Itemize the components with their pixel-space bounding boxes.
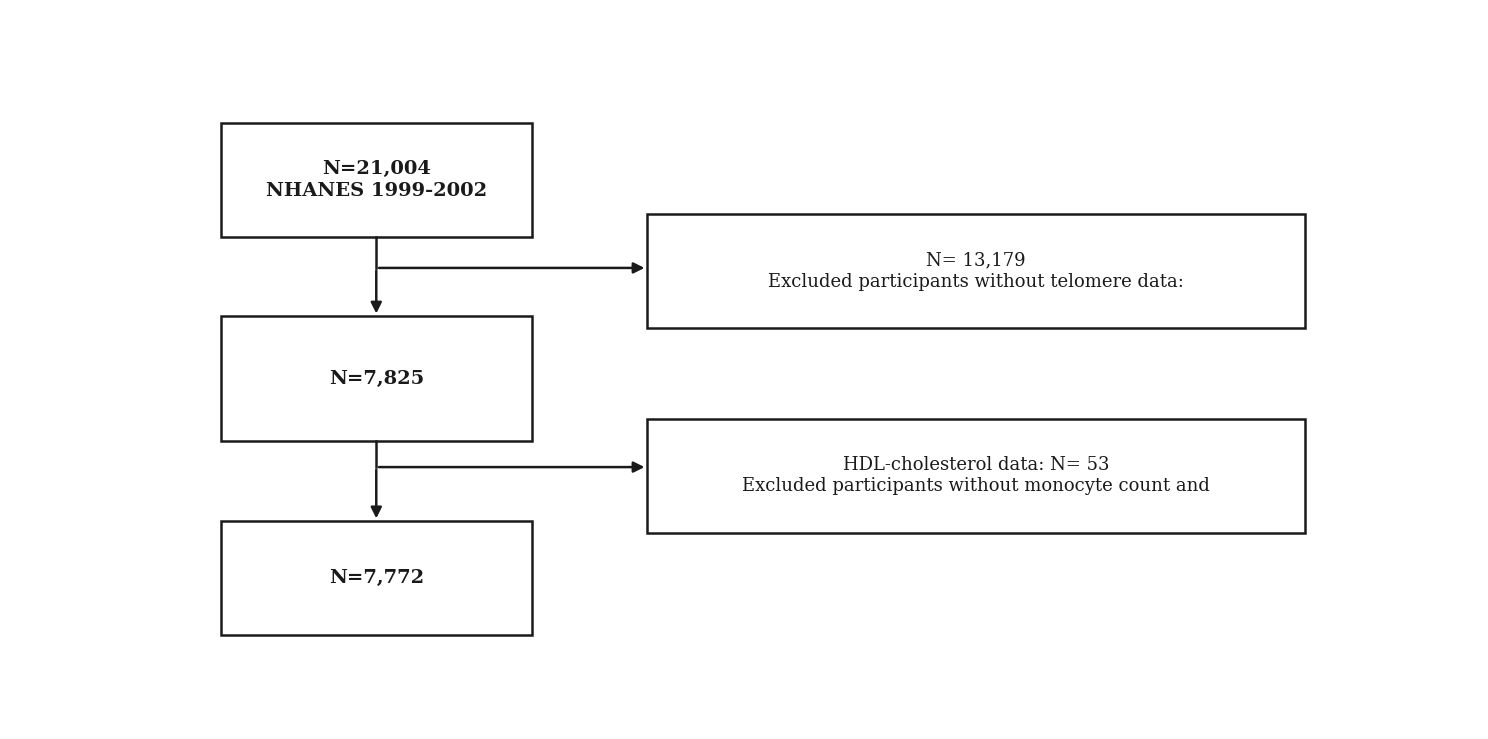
Text: N=7,825: N=7,825: [329, 370, 424, 388]
FancyBboxPatch shape: [220, 316, 533, 441]
Text: N= 13,179: N= 13,179: [926, 251, 1025, 269]
FancyBboxPatch shape: [220, 521, 533, 635]
Text: NHANES 1999-2002: NHANES 1999-2002: [266, 182, 487, 200]
FancyBboxPatch shape: [647, 214, 1305, 327]
FancyBboxPatch shape: [220, 123, 533, 236]
Text: Excluded participants without monocyte count and: Excluded participants without monocyte c…: [743, 477, 1210, 495]
FancyBboxPatch shape: [647, 419, 1305, 533]
Text: HDL-cholesterol data: N= 53: HDL-cholesterol data: N= 53: [842, 456, 1109, 474]
Text: Excluded participants without telomere data:: Excluded participants without telomere d…: [768, 273, 1184, 290]
Text: N=7,772: N=7,772: [329, 569, 424, 587]
Text: N=21,004: N=21,004: [321, 160, 430, 178]
